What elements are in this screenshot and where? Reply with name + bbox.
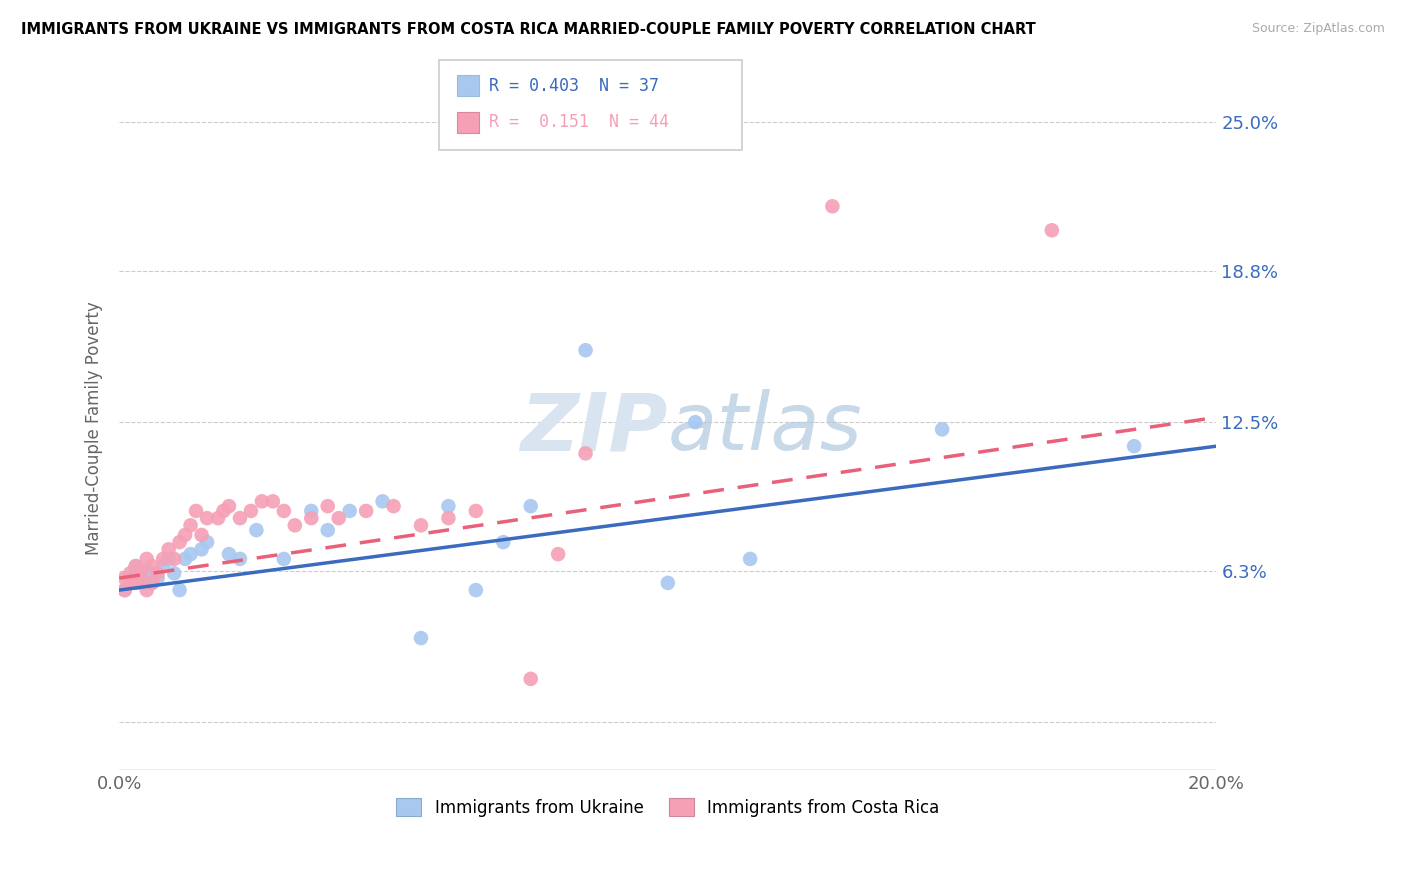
Point [284, 518, 307, 533]
Text: R = 0.403  N = 37: R = 0.403 N = 37 [489, 77, 659, 95]
Point [250, 494, 273, 508]
Point [316, 523, 339, 537]
Point [120, 571, 142, 585]
Point [163, 566, 186, 581]
Point [547, 547, 569, 561]
Point [464, 504, 486, 518]
Point [437, 499, 460, 513]
Text: Source: ZipAtlas.com: Source: ZipAtlas.com [1251, 22, 1385, 36]
Text: IMMIGRANTS FROM UKRAINE VS IMMIGRANTS FROM COSTA RICA MARRIED-COUPLE FAMILY POVE: IMMIGRANTS FROM UKRAINE VS IMMIGRANTS FR… [21, 22, 1036, 37]
Point [207, 511, 229, 525]
Point [328, 511, 350, 525]
Point [114, 583, 136, 598]
Point [262, 494, 284, 508]
Point [120, 575, 142, 590]
Point [190, 542, 212, 557]
Point [212, 504, 235, 518]
Point [169, 583, 191, 598]
Point [125, 575, 148, 590]
Point [157, 542, 180, 557]
Point [409, 518, 432, 533]
Point [437, 511, 460, 525]
Point [135, 552, 157, 566]
Point [141, 575, 163, 590]
Y-axis label: Married-Couple Family Poverty: Married-Couple Family Poverty [86, 301, 103, 555]
Point [519, 499, 541, 513]
Point [195, 535, 218, 549]
Point [657, 575, 679, 590]
Point [135, 571, 157, 585]
Point [740, 552, 762, 566]
Point [157, 552, 180, 566]
Point [174, 528, 197, 542]
Point [146, 571, 169, 585]
Point [519, 672, 541, 686]
Point [218, 547, 240, 561]
Point [218, 499, 240, 513]
Point [299, 504, 322, 518]
Point [135, 583, 157, 598]
Point [146, 566, 169, 581]
Point [163, 552, 186, 566]
Text: atlas: atlas [668, 389, 863, 467]
Point [195, 511, 218, 525]
Point [141, 559, 163, 574]
Point [114, 571, 136, 585]
Point [1123, 439, 1146, 453]
Point [190, 528, 212, 542]
Legend: Immigrants from Ukraine, Immigrants from Costa Rica: Immigrants from Ukraine, Immigrants from… [389, 791, 946, 823]
Point [409, 631, 432, 645]
Point [273, 552, 295, 566]
Point [125, 566, 148, 581]
Point [273, 504, 295, 518]
Point [574, 343, 596, 358]
Point [135, 564, 157, 578]
Point [239, 504, 262, 518]
Point [464, 583, 486, 598]
Point [180, 518, 202, 533]
Point [229, 511, 252, 525]
Point [152, 559, 174, 574]
Point [245, 523, 267, 537]
Point [152, 552, 174, 566]
Point [120, 566, 142, 581]
Point [129, 571, 152, 585]
Point [180, 547, 202, 561]
Point [174, 552, 197, 566]
Point [129, 564, 152, 578]
Point [184, 504, 207, 518]
Point [125, 559, 148, 574]
Point [931, 422, 953, 436]
Point [229, 552, 252, 566]
Point [371, 494, 394, 508]
Point [492, 535, 515, 549]
Point [169, 535, 191, 549]
Point [125, 559, 148, 574]
Point [129, 575, 152, 590]
Point [382, 499, 405, 513]
Point [685, 415, 707, 429]
Point [1040, 223, 1063, 237]
Text: ZIP: ZIP [520, 389, 668, 467]
Point [354, 504, 377, 518]
Point [339, 504, 361, 518]
Point [141, 575, 163, 590]
Point [114, 583, 136, 598]
Point [821, 199, 844, 213]
Text: R =  0.151  N = 44: R = 0.151 N = 44 [489, 113, 669, 131]
Point [120, 575, 142, 590]
Point [574, 446, 596, 460]
Point [299, 511, 322, 525]
Point [316, 499, 339, 513]
